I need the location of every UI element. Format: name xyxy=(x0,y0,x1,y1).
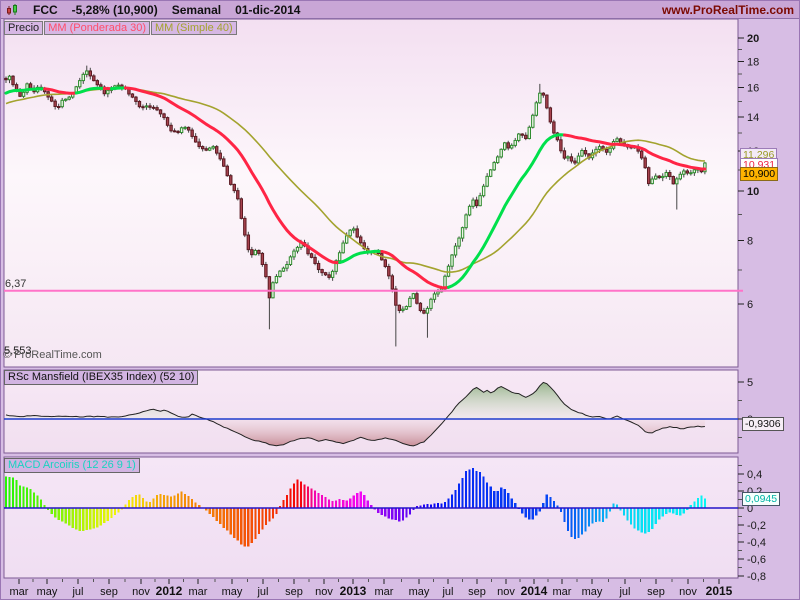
change-label: -5,28% (10,900) xyxy=(71,2,158,17)
x-axis-month-label: nov xyxy=(497,586,515,598)
title-bar: FCC -5,28% (10,900) Semanal 01-dic-2014 … xyxy=(1,1,799,19)
site-watermark: www.ProRealTime.com xyxy=(661,2,794,17)
ma30-line-down xyxy=(123,86,342,265)
x-axis-year-label: 2013 xyxy=(340,584,367,598)
x-axis-month-label: may xyxy=(409,586,430,598)
x-axis-year-label: 2015 xyxy=(706,584,733,598)
macd-value-box: 0,0945 xyxy=(742,492,781,506)
copyright-watermark: © ProRealTime.com xyxy=(3,349,102,361)
rsc-axis-label: 5 xyxy=(747,377,753,389)
scale-min-label: 5,553 xyxy=(4,345,32,357)
x-axis-month-label: sep xyxy=(647,586,665,598)
rsc-curve[interactable] xyxy=(5,381,705,447)
macd-axis-label: 0 xyxy=(747,503,753,515)
price-axis-label: 20 xyxy=(747,33,759,45)
x-axis-month-label: mar xyxy=(375,586,394,598)
x-axis-month-label: jul xyxy=(71,586,83,598)
ma30-line-up xyxy=(74,86,106,95)
x-axis-month-label: nov xyxy=(315,586,333,598)
x-axis-month-label: jul xyxy=(441,586,453,598)
x-axis-month-label: nov xyxy=(132,586,150,598)
price-axis-label: 10 xyxy=(747,186,759,198)
macd-axis-label: -0,6 xyxy=(747,554,766,566)
macd-axis-label: 0,4 xyxy=(747,469,762,481)
ma30-line-down xyxy=(562,133,707,171)
price-axis-label: 18 xyxy=(747,56,759,68)
ma30-line-up xyxy=(109,86,127,91)
x-axis-month-label: jul xyxy=(256,586,268,598)
hline-value-label: 6,37 xyxy=(5,278,27,290)
rsc-area-positive xyxy=(6,382,705,419)
x-axis-month-label: may xyxy=(582,586,603,598)
symbol-label: FCC xyxy=(33,2,58,17)
x-axis-month-label: mar xyxy=(553,586,572,598)
date-label: 01-dic-2014 xyxy=(235,2,301,17)
ma30-line-up xyxy=(4,87,47,95)
macd-axis-label: -0,2 xyxy=(747,520,766,532)
timeframe-label: Semanal xyxy=(171,2,222,17)
ma30-line-up xyxy=(447,133,566,289)
x-axis-month-label: sep xyxy=(285,586,303,598)
ma30-line-up xyxy=(338,249,384,264)
candles-series[interactable] xyxy=(4,65,707,347)
x-axis-year-label: 2014 xyxy=(521,584,548,598)
x-axis-month-label: sep xyxy=(100,586,118,598)
price-axis-label: 16 xyxy=(747,82,759,94)
candlestick-icon xyxy=(7,4,17,15)
rsc-area-negative xyxy=(6,419,705,446)
ma40-legend-button[interactable]: MM (Simple 40) xyxy=(151,21,237,35)
price-pane xyxy=(3,19,739,368)
x-axis-month-label: sep xyxy=(468,586,486,598)
ma30-line-down xyxy=(380,250,451,290)
macd-pane xyxy=(3,456,739,579)
price-axis-label: 14 xyxy=(747,112,759,124)
macd-histogram[interactable] xyxy=(4,468,706,547)
rsc-indicator-header-button[interactable]: RSc Mansfield (IBEX35 Index) (52 10) xyxy=(4,370,199,385)
price-legend-button[interactable]: Precio xyxy=(4,21,44,35)
price-axis-label: 8 xyxy=(747,235,753,247)
x-axis-month-label: mar xyxy=(189,586,208,598)
x-axis-year-label: 2012 xyxy=(156,584,183,598)
macd-axis-label: -0,8 xyxy=(747,571,766,583)
x-axis-month-label: may xyxy=(222,586,243,598)
rsc-value-box: -0,9306 xyxy=(742,417,784,431)
price-axis-label: 6 xyxy=(747,299,753,311)
x-axis-month-label: jul xyxy=(618,586,630,598)
ma30-legend-button[interactable]: MM (Ponderada 30) xyxy=(44,21,151,35)
moving-averages-layer xyxy=(4,86,707,290)
ma30-line-down xyxy=(43,87,78,95)
last-price-box: 10,900 xyxy=(740,167,779,181)
x-axis-month-label: may xyxy=(37,586,58,598)
x-axis-month-label: nov xyxy=(679,586,697,598)
chart-canvas[interactable]: 20181614121086500,40,20-0,2-0,4-0,6-0,8m… xyxy=(1,19,800,600)
macd-indicator-header-button[interactable]: MACD Arcoiris (12 26 9 1) xyxy=(4,458,140,473)
macd-axis-label: -0,4 xyxy=(747,537,766,549)
x-axis-month-label: mar xyxy=(10,586,29,598)
price-legend: Precio MM (Ponderada 30) MM (Simple 40) xyxy=(4,21,237,35)
